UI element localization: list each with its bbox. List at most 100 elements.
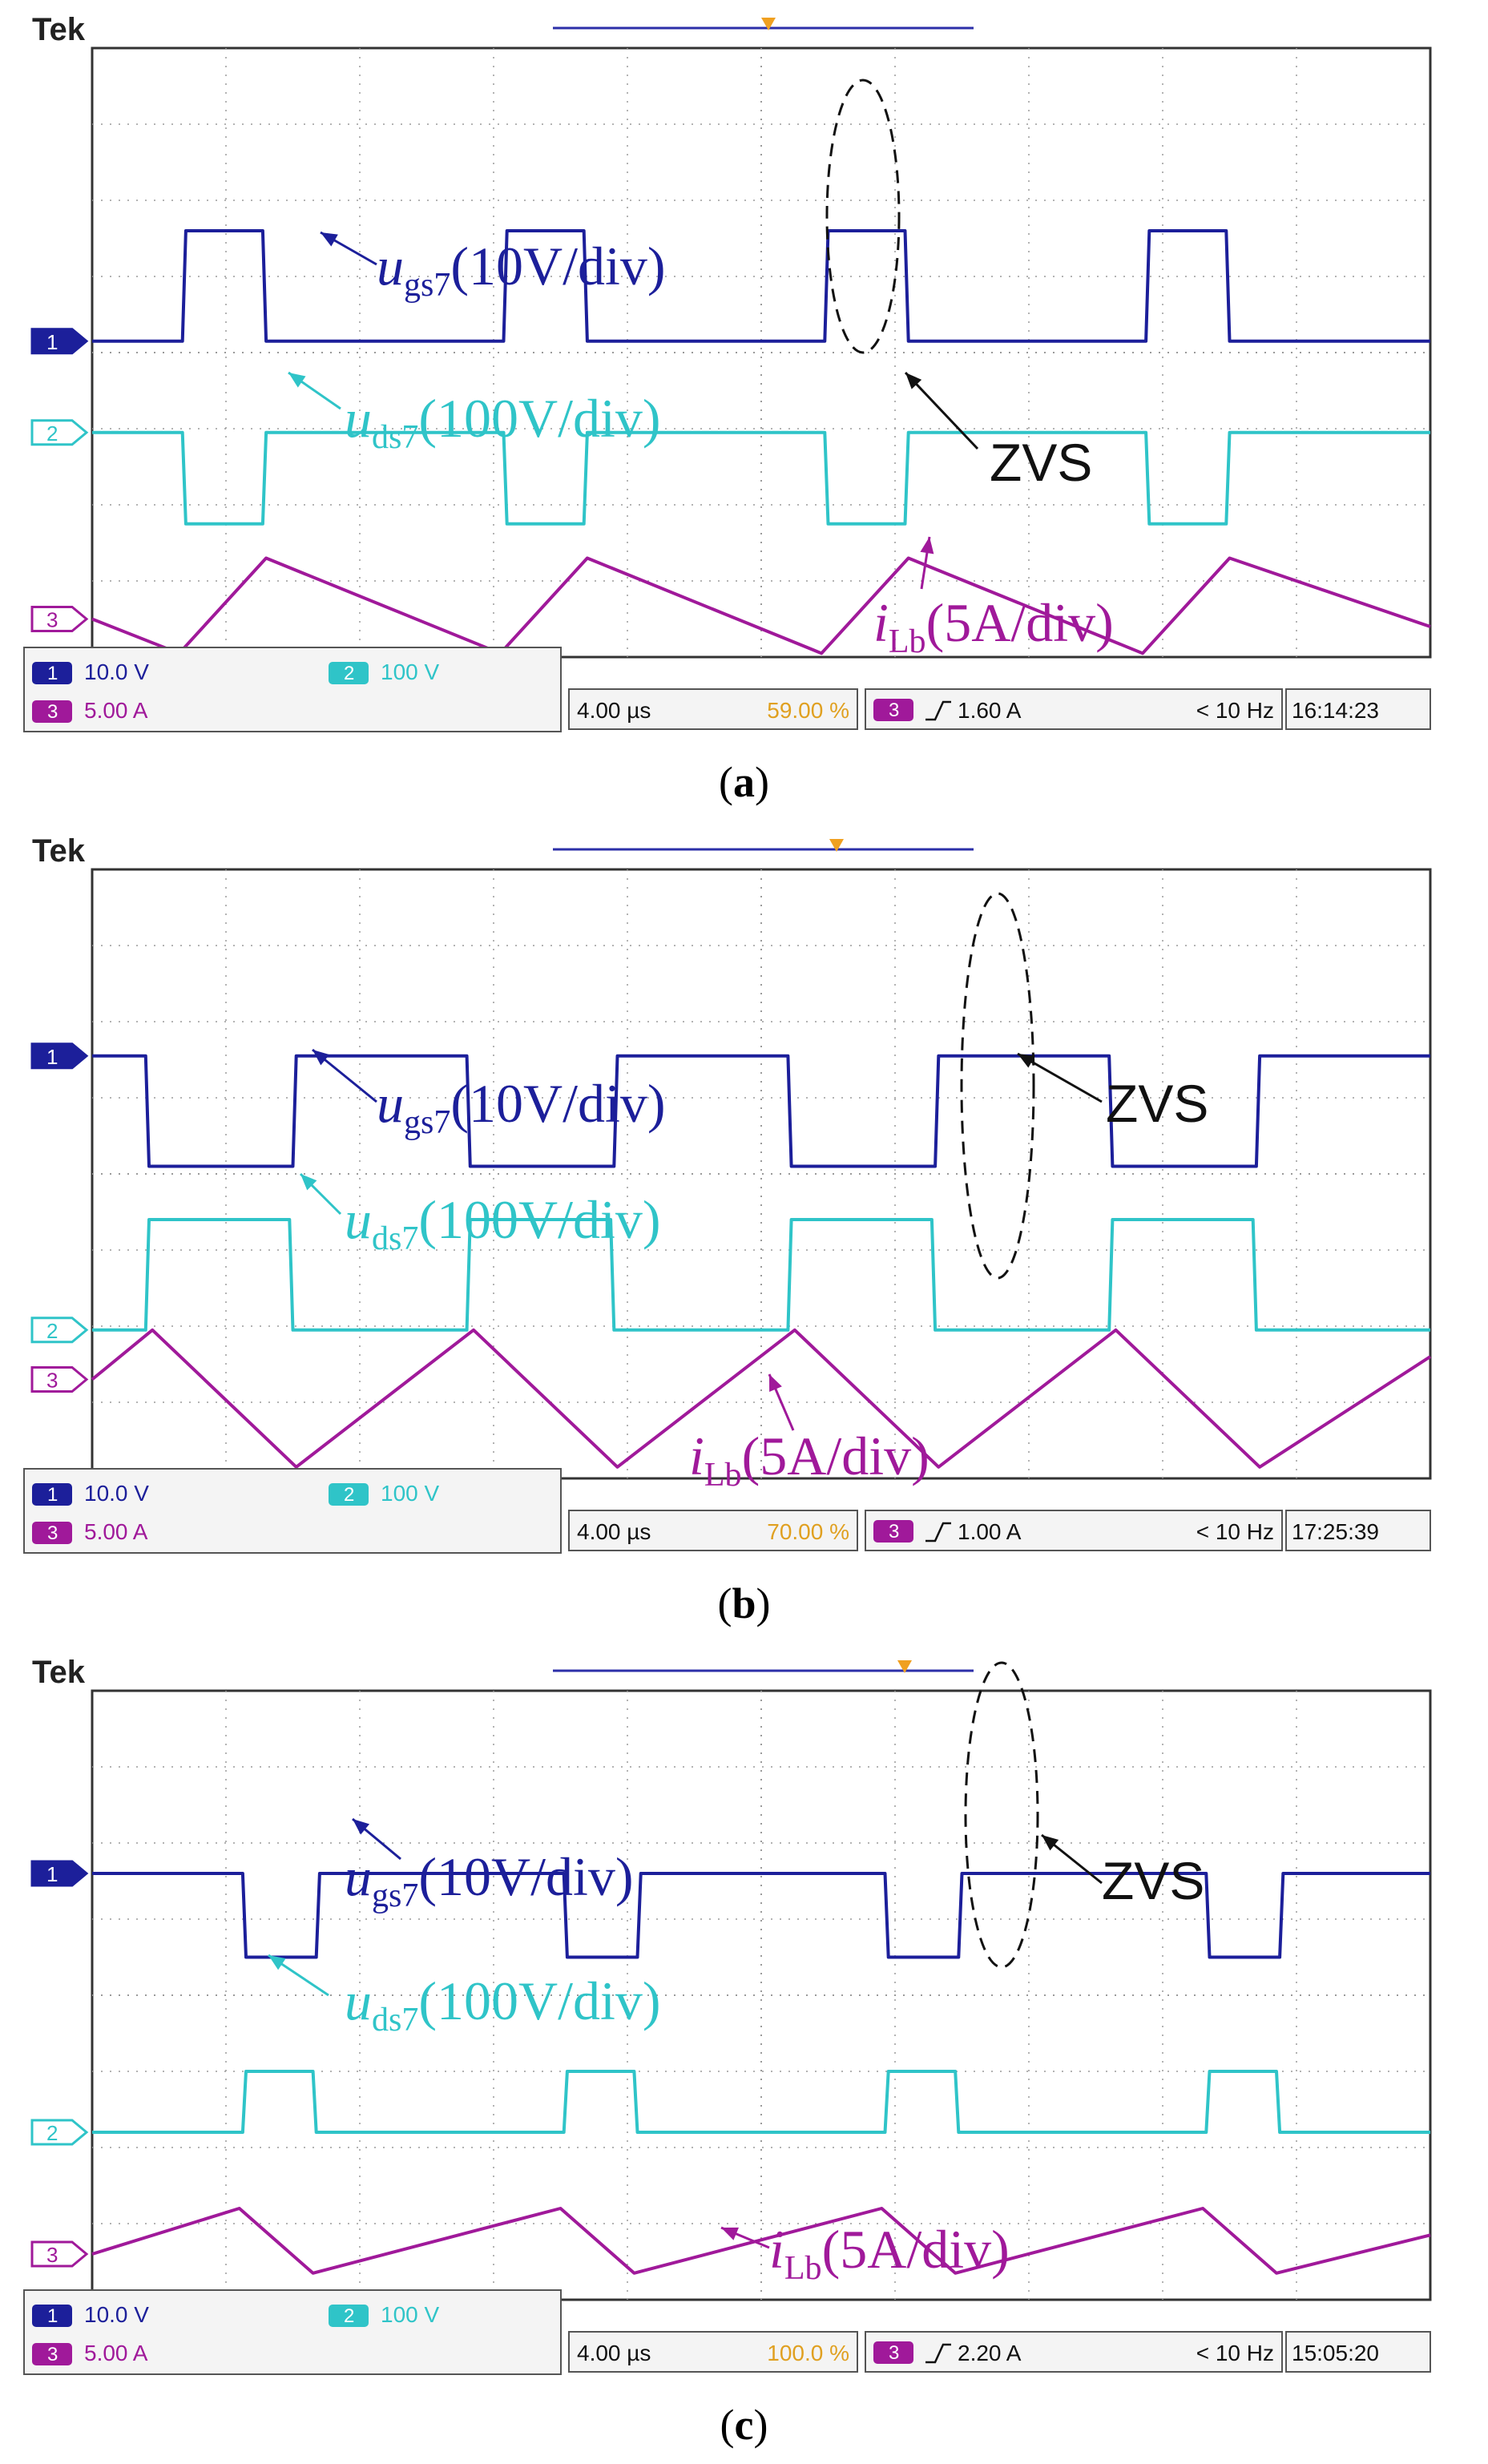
trigger-channel: 3 [889, 2342, 899, 2364]
svg-text:1: 1 [47, 2305, 58, 2327]
annotation-arrow [768, 1373, 795, 1431]
annotation-arrow [904, 371, 979, 450]
trigger-position-marker [829, 839, 844, 852]
svg-text:2: 2 [344, 663, 354, 684]
panel-caption-a: (a) [719, 758, 769, 806]
oscilloscope-screen-a: Tek 1 2 3 ugs7(10V/div) uds7(100V/div) iLb(5A/… [23, 12, 1432, 732]
trigger-level-readout: 1.60 A [958, 698, 1022, 723]
label-ugs7: ugs7(10V/div) [345, 1846, 634, 1914]
zvs-region-ellipse [964, 1661, 1039, 1969]
trace-ugs7 [92, 1872, 1430, 1959]
svg-text:2: 2 [344, 1484, 354, 1506]
trace-uds7 [92, 1218, 1430, 1332]
label-ugs7: ugs7(10V/div) [377, 1073, 666, 1141]
trigger-channel: 3 [889, 700, 899, 721]
svg-text:3: 3 [47, 2344, 58, 2365]
label-uds7: uds7(100V/div) [345, 388, 661, 456]
trigger-channel: 3 [889, 1521, 899, 1543]
clock-readout: 17:25:39 [1292, 1519, 1379, 1544]
trigger-level-readout: 1.00 A [958, 1519, 1022, 1544]
svg-text:1: 1 [46, 1862, 58, 1886]
svg-text:1: 1 [47, 1484, 58, 1506]
trigger-position-readout: 100.0 % [767, 2341, 849, 2365]
timebase-readout: 4.00 µs [577, 698, 651, 723]
label-zvs: ZVS [1106, 1074, 1208, 1133]
trigger-position-readout: 70.00 % [767, 1519, 849, 1544]
channel-1-ground-marker: 1 [30, 328, 89, 355]
svg-text:3: 3 [46, 2243, 58, 2267]
annotation-arrow [320, 231, 377, 266]
annotation-arrow [288, 371, 341, 410]
status-bar: 1 10.0 V 2 100 V 3 5.00 A 4.00 µs 100.0 % 3 2.20 … [23, 2289, 1431, 2375]
label-ilb: iLb(5A/div) [769, 2219, 1010, 2287]
timebase-readout: 4.00 µs [577, 1519, 651, 1544]
oscilloscope-screen-b: Tek 1 2 3 ugs7(10V/div) uds7(100V/div) iLb(5A/… [23, 833, 1432, 1554]
ch3-scale: 5.00 A [84, 1519, 148, 1544]
zvs-region-ellipse [825, 79, 901, 354]
label-zvs: ZVS [990, 433, 1092, 492]
label-uds7: uds7(100V/div) [345, 1189, 661, 1257]
brand-label: Tek [32, 12, 86, 47]
channel-2-ground-marker: 2 [30, 1317, 89, 1344]
trigger-frequency-readout: < 10 Hz [1196, 698, 1274, 723]
channel-3-ground-marker: 3 [30, 1366, 89, 1393]
svg-text:1: 1 [46, 330, 58, 354]
trace-uds7 [92, 2070, 1430, 2134]
status-bar: 1 10.0 V 2 100 V 3 5.00 A 4.00 µs 59.00 % 3 1.60 … [23, 647, 1431, 732]
rising-edge-icon [925, 2343, 951, 2364]
svg-text:3: 3 [46, 1369, 58, 1393]
channel-1-ground-marker: 1 [30, 1860, 89, 1887]
svg-text:1: 1 [47, 663, 58, 684]
oscilloscope-screen-c: Tek 1 2 3 ugs7(10V/div) uds7(100V/div) iLb(5A/… [23, 1655, 1432, 2375]
ch2-scale: 100 V [381, 1481, 439, 1506]
label-zvs: ZVS [1102, 1851, 1204, 1910]
annotation-arrow [1041, 1833, 1103, 1885]
trigger-position-readout: 59.00 % [767, 698, 849, 723]
rising-edge-icon [925, 700, 951, 721]
annotation-arrow [312, 1048, 377, 1103]
clock-readout: 15:05:20 [1292, 2341, 1379, 2365]
trigger-frequency-readout: < 10 Hz [1196, 2341, 1274, 2365]
label-ugs7: ugs7(10V/div) [377, 236, 666, 304]
trigger-frequency-readout: < 10 Hz [1196, 1519, 1274, 1544]
svg-text:3: 3 [47, 1522, 58, 1544]
ch2-scale: 100 V [381, 659, 439, 684]
timebase-readout: 4.00 µs [577, 2341, 651, 2365]
label-uds7: uds7(100V/div) [345, 1970, 661, 2039]
panel-caption-c: (c) [720, 2401, 768, 2449]
trigger-position-marker [897, 1660, 912, 1673]
graticule-frame [91, 1689, 1432, 2301]
trace-uds7 [92, 430, 1430, 526]
trace-iLb [91, 1328, 1432, 1469]
annotation-arrow [720, 2226, 770, 2249]
clock-readout: 16:14:23 [1292, 698, 1379, 723]
channel-3-ground-marker: 3 [30, 606, 89, 632]
brand-label: Tek [32, 833, 86, 869]
annotation-arrow [268, 1954, 329, 1997]
annotation-arrow [299, 1172, 342, 1216]
channel-1-ground-marker: 1 [30, 1042, 89, 1070]
scope-panel-a: Tek 1 2 3 ugs7(10V/div) uds7(100V/div) iLb(5A/… [0, 0, 1488, 821]
channel-2-ground-marker: 2 [30, 419, 89, 446]
brand-label: Tek [32, 1655, 86, 1690]
svg-text:2: 2 [46, 421, 58, 446]
trace-iLb [91, 556, 1431, 655]
ch3-scale: 5.00 A [84, 698, 148, 723]
scope-panel-b: Tek 1 2 3 ugs7(10V/div) uds7(100V/div) iLb(5A/… [0, 821, 1488, 1643]
annotation-arrow [352, 1817, 401, 1861]
panel-caption-b: (b) [717, 1579, 771, 1627]
svg-text:2: 2 [46, 1319, 58, 1343]
zvs-region-ellipse [960, 892, 1035, 1280]
channel-3-ground-marker: 3 [30, 2240, 89, 2268]
label-ilb: iLb(5A/div) [873, 592, 1114, 660]
ch3-scale: 5.00 A [84, 2341, 148, 2365]
annotation-arrow [1017, 1052, 1103, 1103]
svg-text:3: 3 [46, 608, 58, 632]
rising-edge-icon [925, 1522, 951, 1543]
trigger-level-readout: 2.20 A [958, 2341, 1022, 2365]
trace-ugs7 [92, 1054, 1430, 1168]
ch1-scale: 10.0 V [84, 1481, 149, 1506]
channel-2-ground-marker: 2 [30, 2119, 89, 2146]
svg-text:2: 2 [46, 2121, 58, 2145]
ch1-scale: 10.0 V [84, 2302, 149, 2327]
